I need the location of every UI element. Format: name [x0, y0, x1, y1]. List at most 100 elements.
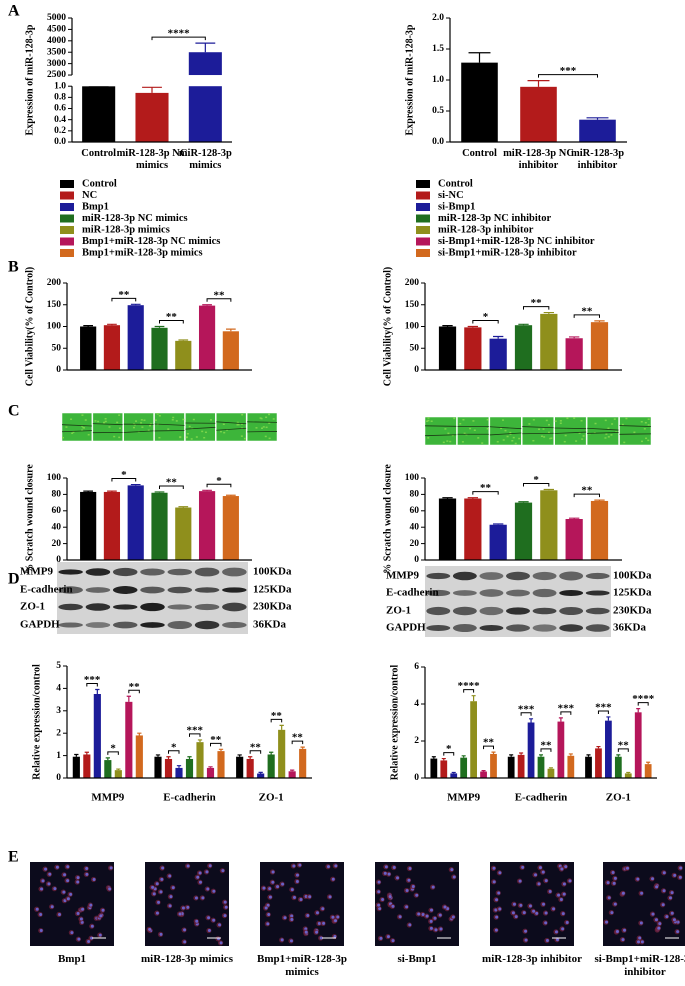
blot-band: [452, 606, 477, 616]
texture: [605, 433, 608, 435]
cell-nucleus: [568, 879, 572, 883]
bar: [489, 338, 507, 370]
cell-nucleus: [518, 879, 522, 883]
cell-nucleus: [315, 911, 319, 915]
bar: [127, 485, 144, 560]
significance-label: ***: [558, 702, 575, 714]
texture: [140, 422, 143, 424]
texture: [430, 420, 433, 422]
cell-nucleus: [379, 936, 383, 940]
bar: [175, 340, 192, 370]
texture: [451, 434, 454, 437]
bar: [540, 490, 558, 560]
scratch-edge: [92, 423, 123, 426]
y-tick-label: 200: [47, 278, 62, 288]
legend-swatch: [60, 237, 74, 246]
cell-nucleus: [290, 888, 294, 892]
texture: [512, 436, 515, 439]
cell-nucleus: [108, 887, 112, 891]
error-bar: [116, 768, 121, 771]
error-bar: [461, 755, 466, 758]
error-bar: [568, 517, 580, 519]
bar: [175, 767, 183, 778]
error-bar: [187, 756, 192, 759]
error-bar: [509, 754, 514, 757]
cell-nucleus: [670, 891, 674, 895]
texture: [481, 442, 484, 444]
texture: [604, 437, 607, 439]
error-bar: [130, 303, 141, 306]
cell-nucleus: [77, 937, 81, 941]
cell-nucleus: [90, 924, 94, 928]
texture: [543, 436, 546, 438]
x-tick-label: ZO-1: [259, 792, 284, 804]
error-bar: [519, 752, 524, 755]
error-bar: [178, 339, 189, 341]
texture: [427, 437, 430, 439]
cell-nucleus: [384, 865, 388, 869]
cell-nucleus: [198, 880, 202, 884]
texture: [633, 431, 636, 434]
bar: [135, 92, 169, 142]
error-bar: [626, 771, 631, 774]
texture: [447, 432, 450, 435]
cell-nucleus: [654, 918, 658, 922]
blot-band: [167, 586, 193, 594]
bar: [430, 758, 438, 778]
cell-nucleus: [99, 914, 103, 918]
error-bar: [431, 756, 436, 759]
legend-label: Control: [438, 178, 473, 189]
image-caption: si-Bmp1+miR-128-3p inhibitor: [594, 953, 685, 978]
cell-nucleus: [421, 912, 425, 916]
cell-nucleus: [171, 886, 175, 890]
texture: [554, 420, 557, 422]
x-tick-label: miR-128-3p NC inhibitor: [503, 148, 574, 172]
y-tick-label: 1.5: [432, 44, 444, 54]
cell-nucleus: [560, 867, 564, 871]
significance-label: *: [110, 742, 116, 754]
texture: [94, 420, 97, 422]
significance-label: **: [166, 311, 178, 323]
bar: [514, 502, 533, 560]
texture: [241, 413, 244, 416]
texture: [201, 430, 204, 433]
cell-nucleus: [264, 906, 268, 910]
cell-nucleus: [429, 926, 433, 930]
significance-label: ****: [168, 28, 191, 40]
cell-nucleus: [39, 912, 43, 916]
cell-nucleus: [498, 871, 502, 875]
bar: [175, 507, 192, 560]
y-tick-label: 1.0: [54, 81, 66, 91]
cell-nucleus: [532, 909, 536, 913]
significance-label: **: [166, 476, 178, 488]
texture: [175, 420, 178, 422]
cell-nucleus: [607, 896, 611, 900]
texture: [540, 435, 543, 437]
significance-label: **: [213, 289, 225, 301]
texture: [118, 414, 121, 416]
cell-nucleus: [417, 912, 421, 916]
significance-label: ***: [84, 674, 101, 686]
cell-nucleus: [295, 873, 299, 877]
bar: [470, 701, 477, 778]
scratch-edge: [247, 421, 278, 423]
cell-nucleus: [637, 940, 641, 944]
significance-bracket: [159, 320, 184, 324]
error-bar: [258, 771, 263, 774]
bar: [507, 756, 515, 778]
bar: [480, 771, 487, 778]
cell-nucleus: [322, 921, 326, 925]
blot-band: [112, 604, 138, 610]
texture: [171, 419, 174, 421]
error-bar: [493, 335, 504, 339]
y-tick-label: 60: [410, 506, 420, 516]
y-tick-label: 150: [47, 300, 62, 310]
error-bar: [107, 323, 117, 326]
bar: [82, 86, 116, 142]
bar: [567, 755, 575, 778]
x-tick-label: E-cadherin: [163, 792, 216, 804]
texture: [509, 431, 512, 434]
cell-nucleus: [396, 876, 400, 880]
y-tick-label: 5: [56, 661, 61, 671]
error-bar: [202, 304, 212, 306]
